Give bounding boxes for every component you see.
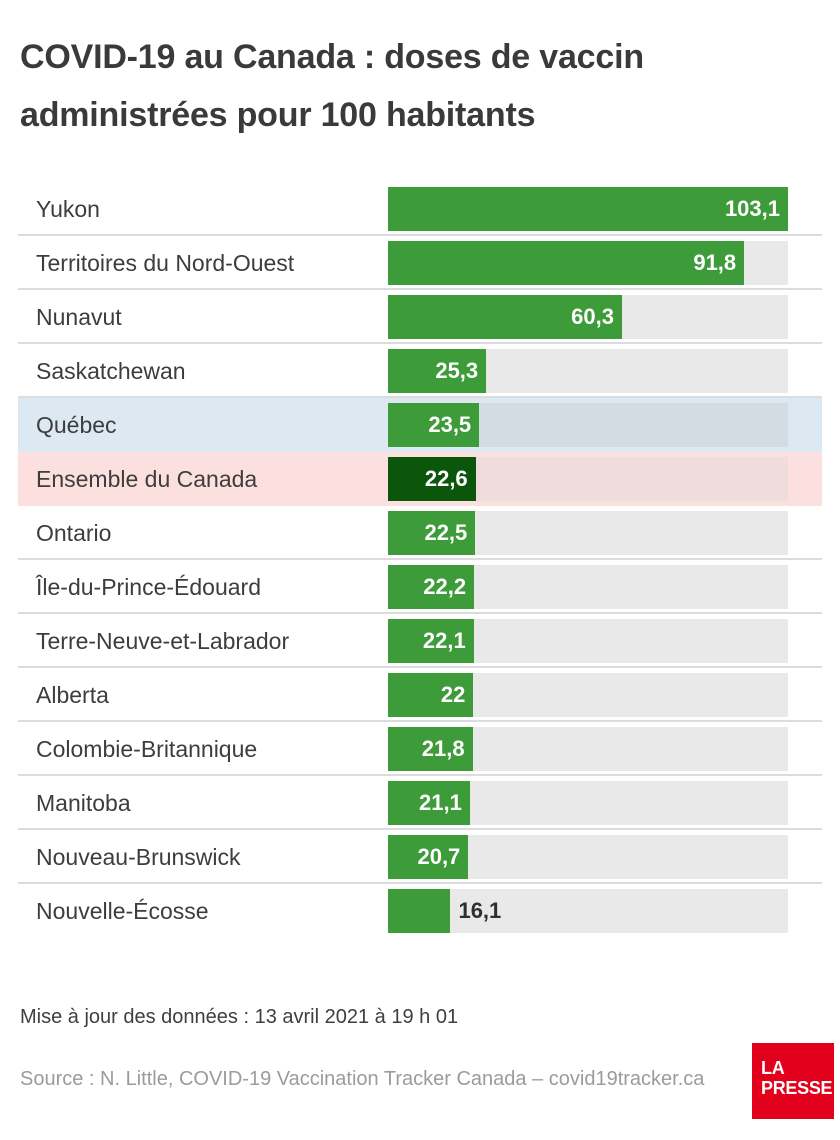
bar-track: 20,7 [388, 835, 788, 879]
lapresse-logo: LA PRESSE [752, 1043, 834, 1119]
bar-track: 22 [388, 673, 788, 717]
logo-line-1: LA [761, 1058, 785, 1078]
row-label: Nouvelle-Écosse [36, 898, 209, 924]
bar-track: 60,3 [388, 295, 788, 339]
bar-track: 22,6 [388, 457, 788, 501]
bar-track: 23,5 [388, 403, 788, 447]
bar-fill [388, 835, 469, 879]
bar-track: 22,2 [388, 565, 788, 609]
chart-row: Alberta 22 [18, 668, 822, 722]
bar-value: 23,5 [428, 412, 472, 437]
page-title: COVID-19 au Canada : doses de vaccin adm… [20, 38, 644, 134]
row-label: Terre-Neuve-et-Labrador [36, 628, 290, 654]
row-label: Nunavut [36, 304, 122, 330]
row-label: Ontario [36, 520, 112, 546]
bar-fill [388, 619, 474, 663]
source-note: Source : N. Little, COVID-19 Vaccination… [20, 1068, 705, 1090]
bar-fill [388, 295, 622, 339]
bar-value: 25,3 [435, 358, 479, 383]
chart-row: Saskatchewan 25,3 [18, 344, 822, 398]
chart: Yukon 103,1 Territoires du Nord-Ouest 91… [18, 182, 822, 938]
bar-track: 25,3 [388, 349, 788, 393]
bar-fill [388, 889, 451, 933]
bar-fill [388, 241, 745, 285]
bar-value: 22,1 [422, 628, 466, 653]
chart-row: Nouvelle-Écosse 16,1 [18, 884, 822, 938]
bar-track: 22,1 [388, 619, 788, 663]
chart-row: Territoires du Nord-Ouest 91,8 [18, 236, 822, 290]
bar-track: 16,1 [388, 889, 788, 933]
bar-value: 103,1 [724, 196, 780, 221]
update-note: Mise à jour des données : 13 avril 2021 … [20, 1006, 459, 1028]
bar-fill [388, 781, 470, 825]
bar-fill [388, 187, 788, 231]
bar-track: 21,1 [388, 781, 788, 825]
bar-fill [388, 727, 473, 771]
chart-row: Yukon 103,1 [18, 182, 822, 236]
chart-row: Nunavut 60,3 [18, 290, 822, 344]
bar-fill [388, 565, 475, 609]
chart-row: Île-du-Prince-Édouard 22,2 [18, 560, 822, 614]
chart-row: Colombie-Britannique 21,8 [18, 722, 822, 776]
row-label: Colombie-Britannique [36, 736, 258, 762]
bar-track: 21,8 [388, 727, 788, 771]
bar-value: 22,2 [423, 574, 467, 599]
row-label: Yukon [36, 196, 100, 222]
bar-track: 91,8 [388, 241, 788, 285]
row-label: Saskatchewan [36, 358, 186, 384]
bar-value: 22 [440, 682, 466, 707]
bar-track: 22,5 [388, 511, 788, 555]
chart-row: Ensemble du Canada 22,6 [18, 452, 822, 506]
bar-value: 60,3 [571, 304, 614, 329]
bar-fill [388, 457, 476, 501]
chart-row: Terre-Neuve-et-Labrador 22,1 [18, 614, 822, 668]
bar-fill [388, 511, 476, 555]
row-label: Ensemble du Canada [36, 466, 258, 492]
chart-row: Ontario 22,5 [18, 506, 822, 560]
bar-value: 22,6 [424, 466, 468, 491]
bar-value: 22,5 [424, 520, 468, 545]
row-label: Territoires du Nord-Ouest [36, 250, 295, 276]
row-label: Québec [36, 412, 117, 438]
bar-value: 21,8 [421, 736, 465, 761]
row-label: Île-du-Prince-Édouard [36, 574, 262, 600]
chart-row: Nouveau-Brunswick 20,7 [18, 830, 822, 884]
bar-fill [388, 673, 474, 717]
chart-row: Québec 23,5 [18, 398, 822, 452]
logo-line-2: PRESSE [761, 1078, 833, 1098]
bar-fill [388, 403, 480, 447]
chart-row: Manitoba 21,1 [18, 776, 822, 830]
bar-value: 91,8 [693, 250, 737, 275]
row-label: Nouveau-Brunswick [36, 844, 241, 870]
bar-fill [388, 349, 487, 393]
bar-value: 20,7 [417, 844, 461, 869]
bar-value: 21,1 [419, 790, 462, 815]
row-label: Manitoba [36, 790, 131, 816]
bar-track: 103,1 [388, 187, 788, 231]
bar-value: 16,1 [458, 898, 502, 923]
row-label: Alberta [36, 682, 109, 708]
